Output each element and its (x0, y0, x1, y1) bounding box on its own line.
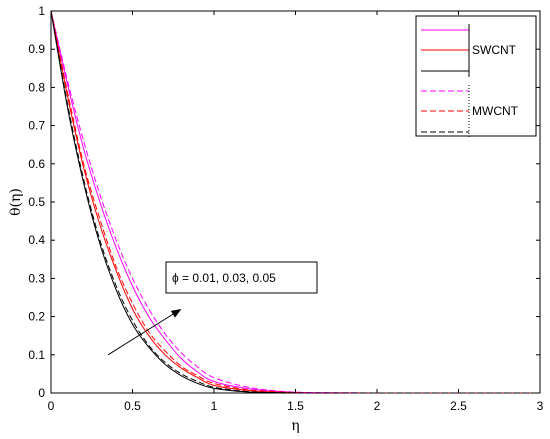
annotation-box (165, 261, 318, 294)
annotation: ϕ = 0.01, 0.03, 0.05 (107, 261, 318, 356)
y-tick-label: 0.9 (28, 42, 45, 56)
x-tick-label: 0.5 (124, 399, 141, 413)
x-tick-label: 2.5 (450, 399, 467, 413)
x-tick-label: 3 (537, 399, 544, 413)
legend: SWCNT MWCNT (415, 15, 537, 138)
y-tick-label: 0.5 (28, 195, 45, 209)
y-tick-label: 0.1 (28, 348, 45, 362)
x-axis-label: η (291, 418, 299, 434)
y-tick-label: 0.3 (28, 271, 45, 285)
legend-label-mwcnt: MWCNT (472, 104, 519, 118)
annotation-arrowhead (170, 308, 182, 318)
y-tick-label: 0.6 (28, 157, 45, 171)
y-tick-label: 0.7 (28, 119, 45, 133)
legend-label-swcnt: SWCNT (472, 43, 517, 57)
x-tick-label: 0 (48, 399, 55, 413)
legend-box (415, 15, 537, 137)
y-tick-label: 0.8 (28, 80, 45, 94)
annotation-text: ϕ = 0.01, 0.03, 0.05 (172, 271, 276, 285)
annotation-arrow (107, 313, 174, 356)
y-tick-label: 0.4 (28, 233, 45, 247)
y-tick-label: 0 (38, 386, 45, 400)
x-tick-label: 2 (374, 399, 381, 413)
y-tick-label: 1 (38, 4, 45, 18)
y-tick-label: 0.2 (28, 310, 45, 324)
y-axis-label: θ(η) (8, 188, 24, 216)
x-tick-label: 1 (211, 399, 218, 413)
series-layer (50, 10, 540, 394)
axes: 0 0.5 1 1.5 2 2.5 3 0 0.1 0.2 0.3 0.4 0.5 0.6 0.7 0.8 0.… (28, 4, 543, 413)
x-tick-label: 1.5 (287, 399, 304, 413)
series-line-mwcnt-3 (50, 10, 540, 394)
